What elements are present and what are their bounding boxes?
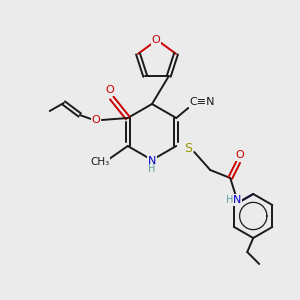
Text: N: N [233,195,242,205]
Text: O: O [105,85,114,95]
Text: O: O [92,115,100,125]
Text: S: S [184,142,192,154]
Text: O: O [152,35,160,45]
Text: O: O [236,150,244,160]
Text: H: H [226,195,233,205]
Text: CH₃: CH₃ [90,157,110,167]
Text: C≡N: C≡N [190,97,215,107]
Text: N: N [148,156,156,166]
Text: H: H [148,164,156,174]
